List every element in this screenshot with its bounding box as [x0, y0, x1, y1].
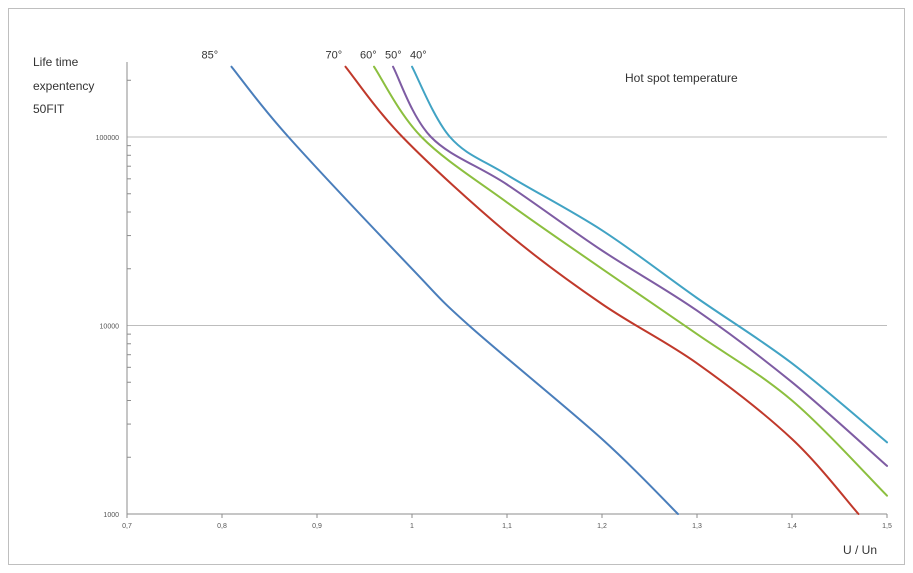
x-tick-label: 0,7	[122, 523, 132, 530]
series-label-0: 85°	[202, 50, 219, 62]
x-tick-label: 0,8	[217, 523, 227, 530]
y-tick-label: 1000	[103, 512, 119, 519]
series-line-2	[373, 65, 888, 497]
x-tick-label: 1,1	[502, 523, 512, 530]
y-axis-label-line-1: Life time	[33, 55, 79, 69]
ticks: 1000 10000 100000 0,7 0,8 0,9 1 1,1 1,2 1,3 1,4 1,5	[96, 79, 892, 530]
series-label-4: 40°	[410, 50, 427, 62]
series-label-1: 70°	[326, 50, 343, 62]
x-tick-label: 1,3	[692, 523, 702, 530]
x-tick-label: 0,9	[312, 523, 322, 530]
x-tick-label: 1,5	[882, 523, 892, 530]
y-tick-label: 100000	[96, 135, 119, 142]
series-line-1	[344, 65, 860, 515]
series-label-2: 60°	[360, 50, 377, 62]
legend-title: Hot spot temperature	[625, 71, 738, 85]
series-group: 85° 70° 60° 50° 40°	[202, 50, 888, 515]
series-line-0	[230, 65, 679, 515]
x-tick-label: 1	[410, 523, 414, 530]
y-axis-label-line-3: 50FIT	[33, 102, 65, 116]
y-tick-label: 10000	[100, 324, 120, 331]
series-label-3: 50°	[385, 50, 402, 62]
x-tick-label: 1,4	[787, 523, 797, 530]
gridlines	[127, 136, 887, 327]
chart-frame	[8, 8, 905, 565]
x-tick-label: 1,2	[597, 523, 607, 530]
series-line-4	[411, 65, 888, 444]
y-axis-label-line-2: expentency	[33, 79, 94, 93]
axes	[126, 62, 887, 515]
series-line-3	[392, 65, 888, 467]
x-axis-label: U / Un	[843, 543, 877, 557]
